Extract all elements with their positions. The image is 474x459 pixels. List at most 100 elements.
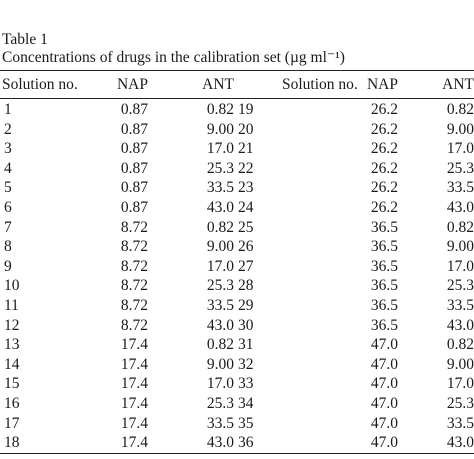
- table-row: 7 8.72 0.82 25 36.5 0.82: [0, 218, 474, 238]
- table-caption: Concentrations of drugs in the calibrati…: [2, 49, 345, 66]
- nap-cell: 36.5: [370, 257, 398, 275]
- ant-cell: 33.5: [446, 179, 474, 197]
- nap-cell: 47.0: [370, 355, 398, 373]
- nap-cell: 36.5: [370, 238, 398, 256]
- nap-cell: 0.87: [120, 101, 148, 118]
- ant-cell: 0.82: [446, 101, 474, 118]
- solution-no-cell: 19: [238, 101, 254, 118]
- solution-no-cell: 6: [4, 198, 12, 216]
- ant-cell: 43.0: [446, 316, 474, 334]
- ant-cell: 0.82: [206, 218, 234, 236]
- ant-cell: 43.0: [206, 434, 234, 452]
- nap-cell: 8.72: [120, 277, 148, 295]
- table-row: 16 17.4 25.3 34 47.0 25.3: [0, 394, 474, 414]
- solution-no-cell: 28: [238, 277, 254, 295]
- solution-no-cell: 12: [4, 316, 20, 334]
- ant-cell: 17.0: [446, 140, 474, 158]
- ant-cell: 43.0: [206, 198, 234, 216]
- solution-no-cell: 16: [4, 394, 20, 412]
- ant-cell: 43.0: [446, 198, 474, 216]
- nap-cell: 0.87: [120, 140, 148, 158]
- ant-cell: 25.3: [446, 394, 474, 412]
- table-header-row: Solution no. NAP ANT Solution no. NAP AN…: [0, 72, 474, 98]
- nap-cell: 17.4: [120, 394, 148, 412]
- nap-cell: 8.72: [120, 218, 148, 236]
- nap-cell: 26.2: [370, 120, 398, 138]
- nap-cell: 0.87: [120, 198, 148, 216]
- ant-cell: 25.3: [446, 159, 474, 177]
- nap-cell: 47.0: [370, 414, 398, 432]
- table-row: 1 0.87 0.82 19 26.2 0.82: [0, 98, 474, 120]
- solution-no-cell: 15: [4, 375, 20, 393]
- nap-cell: 47.0: [370, 375, 398, 393]
- column-header-nap: NAP: [116, 76, 148, 93]
- nap-cell: 36.5: [370, 277, 398, 295]
- ant-cell: 0.82: [446, 218, 474, 236]
- nap-cell: 17.4: [120, 414, 148, 432]
- ant-cell: 17.0: [206, 257, 234, 275]
- nap-cell: 0.87: [120, 159, 148, 177]
- column-header-ant: ANT: [202, 76, 234, 93]
- nap-cell: 26.2: [370, 140, 398, 158]
- table-header-rule: [0, 98, 474, 99]
- ant-cell: 17.0: [206, 140, 234, 158]
- ant-cell: 9.00: [446, 120, 474, 138]
- ant-cell: 25.3: [206, 277, 234, 295]
- solution-no-cell: 8: [4, 238, 12, 256]
- nap-cell: 17.4: [120, 434, 148, 452]
- solution-no-cell: 11: [4, 296, 19, 314]
- solution-no-cell: 26: [238, 238, 254, 256]
- nap-cell: 8.72: [120, 257, 148, 275]
- table-row: 15 17.4 17.0 33 47.0 17.0: [0, 374, 474, 394]
- solution-no-cell: 3: [4, 140, 12, 158]
- solution-no-cell: 30: [238, 316, 254, 334]
- nap-cell: 36.5: [370, 218, 398, 236]
- ant-cell: 9.00: [206, 355, 234, 373]
- solution-no-cell: 1: [4, 101, 12, 118]
- table-row: 14 17.4 9.00 32 47.0 9.00: [0, 355, 474, 375]
- table-row: 4 0.87 25.3 22 26.2 25.3: [0, 159, 474, 179]
- nap-cell: 17.4: [120, 375, 148, 393]
- ant-cell: 25.3: [446, 277, 474, 295]
- nap-cell: 47.0: [370, 336, 398, 354]
- nap-cell: 26.2: [370, 101, 398, 118]
- nap-cell: 36.5: [370, 296, 398, 314]
- table-row: 3 0.87 17.0 21 26.2 17.0: [0, 139, 474, 159]
- column-header-ant: ANT: [442, 76, 474, 93]
- table-body: 1 0.87 0.82 19 26.2 0.82 2 0.87 9.00 20 26.2 9.00 3 0…: [0, 98, 474, 453]
- nap-cell: 47.0: [370, 394, 398, 412]
- solution-no-cell: 17: [4, 414, 20, 432]
- ant-cell: 0.82: [206, 101, 234, 118]
- nap-cell: 36.5: [370, 316, 398, 334]
- ant-cell: 43.0: [206, 316, 234, 334]
- table-row: 6 0.87 43.0 24 26.2 43.0: [0, 198, 474, 218]
- solution-no-cell: 2: [4, 120, 12, 138]
- ant-cell: 9.00: [206, 238, 234, 256]
- ant-cell: 17.0: [206, 375, 234, 393]
- nap-cell: 8.72: [120, 316, 148, 334]
- table-label: Table 1: [2, 31, 48, 48]
- ant-cell: 17.0: [446, 375, 474, 393]
- solution-no-cell: 14: [4, 355, 20, 373]
- solution-no-cell: 27: [238, 257, 254, 275]
- column-header-nap: NAP: [366, 76, 398, 93]
- table-row: 8 8.72 9.00 26 36.5 9.00: [0, 237, 474, 257]
- table-row: 11 8.72 33.5 29 36.5 33.5: [0, 296, 474, 316]
- solution-no-cell: 9: [4, 257, 12, 275]
- table-bottom-rule: [0, 453, 474, 454]
- nap-cell: 26.2: [370, 159, 398, 177]
- solution-no-cell: 24: [238, 198, 254, 216]
- table-row: 17 17.4 33.5 35 47.0 33.5: [0, 414, 474, 434]
- table-row: 5 0.87 33.5 23 26.2 33.5: [0, 178, 474, 198]
- nap-cell: 47.0: [370, 434, 398, 452]
- solution-no-cell: 18: [4, 434, 20, 452]
- solution-no-cell: 7: [4, 218, 12, 236]
- calibration-table: Solution no. NAP ANT Solution no. NAP AN…: [0, 72, 474, 453]
- solution-no-cell: 5: [4, 179, 12, 197]
- table-row: 2 0.87 9.00 20 26.2 9.00: [0, 120, 474, 140]
- table-top-rule: [0, 70, 474, 71]
- nap-cell: 26.2: [370, 198, 398, 216]
- ant-cell: 9.00: [206, 120, 234, 138]
- column-header-solution-no: Solution no.: [282, 76, 358, 93]
